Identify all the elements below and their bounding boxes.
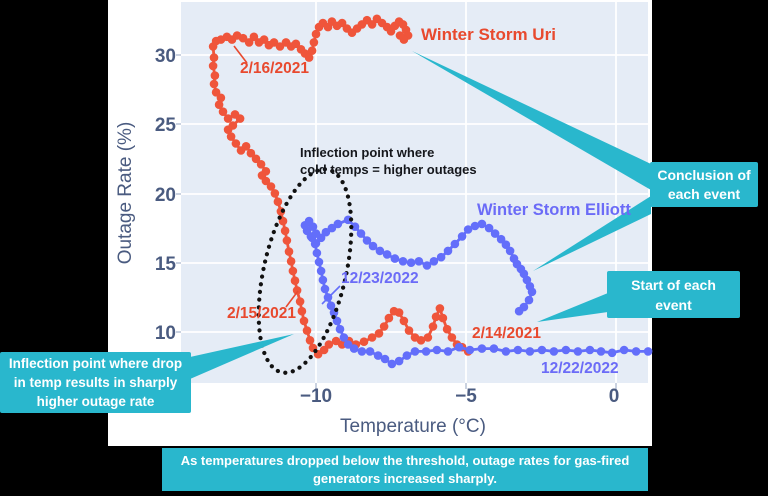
callout-conclusion-line2: each event <box>667 185 741 202</box>
inflection-note-line2: cold temps = higher outages <box>300 162 477 177</box>
annotation-leader-lines <box>233 45 341 308</box>
ytick-15: 15 <box>154 254 176 275</box>
inflection-ellipse <box>256 167 354 375</box>
annotation-12-22-2022: 12/22/2022 <box>541 360 619 377</box>
annotation-2-14-2021: 2/14/2021 <box>472 325 541 342</box>
callout-conclusion-line1: Conclusion of <box>657 166 751 183</box>
callout-inflection-line3: higher outage rate <box>36 394 155 409</box>
callout-start-line1: Start of each <box>631 276 716 293</box>
x-axis-title: Temperature (°C) <box>340 416 486 437</box>
inflection-note-line1: Inflection point where <box>300 145 435 160</box>
xtick-neg10: −10 <box>299 386 333 407</box>
callout-conclusion: Conclusion of each event <box>650 162 758 207</box>
callout-inflection: Inflection point where drop in temp resu… <box>0 352 191 413</box>
leader-12-23 <box>321 285 341 305</box>
series-elliott <box>300 215 653 369</box>
pointer-inflection-box <box>190 334 294 379</box>
caption-banner-line2: generators increased sharply. <box>312 470 497 486</box>
pointer-conclusion-elliott <box>533 196 651 271</box>
inflection-note: Inflection point where cold temps = high… <box>300 144 477 178</box>
data-series-layer <box>208 14 653 369</box>
callout-inflection-line2: in temp results in sharply <box>13 375 178 390</box>
ytick-20: 20 <box>154 185 176 206</box>
annotation-2-15-2021: 2/15/2021 <box>227 305 296 322</box>
axis-ticks <box>176 54 617 389</box>
caption-banner-line1: As temperatures dropped below the thresh… <box>180 452 630 468</box>
leader-2-15 <box>285 290 299 308</box>
elliott-series-label: Winter Storm Elliott <box>477 201 631 219</box>
ytick-30: 30 <box>154 46 176 67</box>
caption-banner: As temperatures dropped below the thresh… <box>162 448 648 491</box>
callout-inflection-line1: Inflection point where drop <box>8 356 183 371</box>
ytick-10: 10 <box>154 323 176 344</box>
annotation-2-16-2021: 2/16/2021 <box>240 60 309 77</box>
pointer-start-event <box>537 293 608 322</box>
pointer-conclusion-uri <box>412 51 651 190</box>
plot-area <box>181 2 648 383</box>
callout-start: Start of each event <box>607 271 740 318</box>
annotation-12-23-2022: 12/23/2022 <box>341 270 419 287</box>
ytick-25: 25 <box>154 115 176 136</box>
y-axis-title: Outage Rate (%) <box>115 121 136 265</box>
xtick-neg5: −5 <box>455 386 477 407</box>
callout-start-line2: event <box>655 296 692 313</box>
series-uri <box>208 14 473 359</box>
uri-series-label: Winter Storm Uri <box>421 25 556 44</box>
leader-2-16 <box>233 45 248 64</box>
xtick-0: 0 <box>608 386 620 407</box>
callout-pointers <box>190 51 651 379</box>
